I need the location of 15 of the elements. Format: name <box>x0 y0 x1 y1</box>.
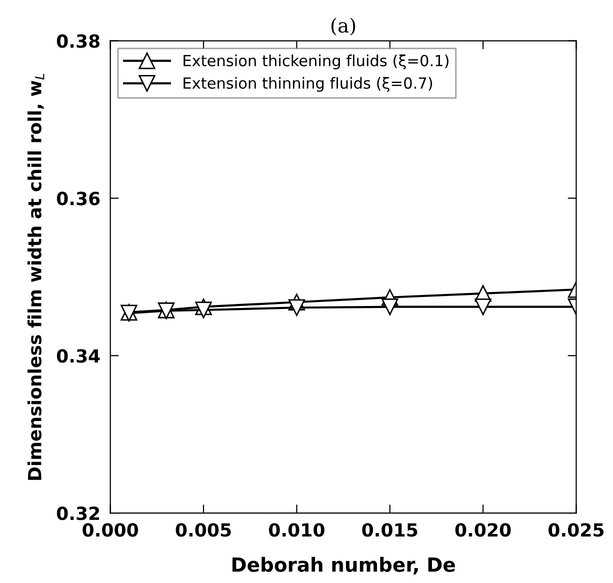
x-tick-label: 0.025 <box>548 523 604 537</box>
y-tick-label: 0.34 <box>56 349 100 363</box>
x-axis-title: Deborah number, De <box>232 556 455 574</box>
x-tick-label: 0.010 <box>269 523 324 537</box>
x-tick-label: 0.000 <box>82 523 138 537</box>
y-axis-title: Dimensionless film width at chill roll, w$_{L}$ <box>27 74 44 480</box>
y-tick-label: 0.36 <box>56 192 100 206</box>
y-tick-label: 0.32 <box>56 506 100 520</box>
x-tick-label: 0.005 <box>176 523 231 537</box>
legend-label: Extension thinning fluids (ξ=0.7) <box>184 77 432 92</box>
x-tick-label: 0.015 <box>362 523 418 537</box>
chart-title: (a) <box>331 18 356 36</box>
legend-label: Extension thickening fluids (ξ=0.1) <box>184 54 448 70</box>
x-tick-label: 0.020 <box>455 523 511 537</box>
y-tick-label: 0.38 <box>56 34 100 48</box>
